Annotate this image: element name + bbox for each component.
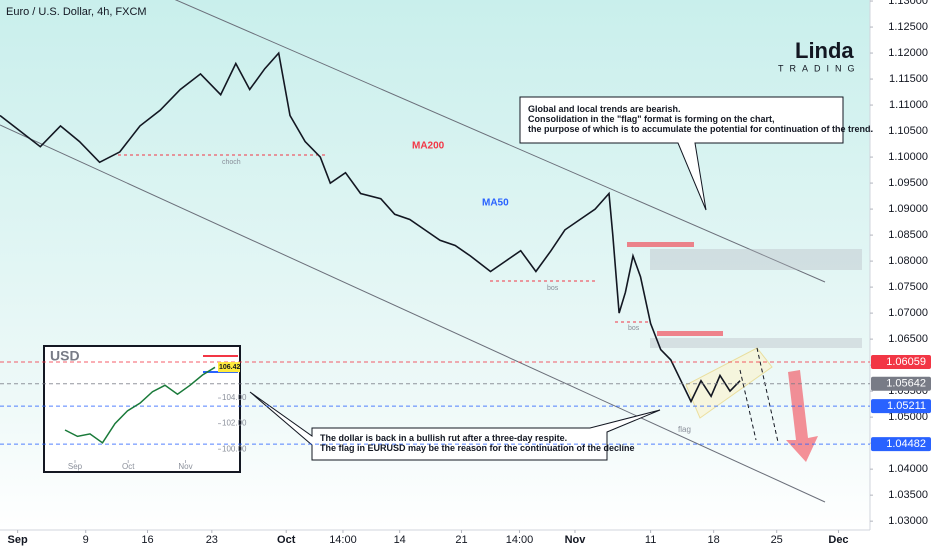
zone: [627, 242, 694, 247]
x-tick-label: Dec: [828, 534, 848, 546]
price-tag-label: 1.05211: [887, 400, 926, 412]
y-tick-label: 104.00: [222, 393, 247, 402]
price-axis: [870, 0, 932, 550]
y-tick-label: 1.03500: [888, 489, 928, 501]
y-tick-label: 1.10500: [888, 125, 928, 137]
x-tick-label: Sep: [68, 462, 83, 471]
x-tick-label: 18: [708, 534, 720, 546]
x-tick-label: 14:00: [506, 534, 534, 546]
price-tag: [871, 355, 931, 370]
logo: TRADING: [778, 63, 861, 73]
price-tag-label: 106.42: [219, 364, 241, 371]
y-tick-label: 1.12000: [888, 47, 928, 59]
x-tick-label: 21: [455, 534, 467, 546]
price-line: [0, 51, 741, 404]
annotation: MA50: [482, 198, 509, 209]
projection: [739, 347, 779, 443]
y-tick-label: 1.12500: [888, 21, 928, 33]
inset-title: USD: [50, 348, 80, 364]
chart-title: Euro / U.S. Dollar, 4h, FXCM: [6, 6, 147, 18]
zone: [650, 338, 862, 348]
y-tick-label: 1.10000: [888, 151, 928, 163]
y-tick-label: 1.09500: [888, 177, 928, 189]
price-tag: [218, 362, 240, 373]
callout-text: Consolidation in the "flag" format is fo…: [528, 114, 775, 124]
logo: Linda: [795, 38, 854, 63]
x-tick-label: 23: [206, 534, 218, 546]
y-tick-label: 102.00: [222, 419, 247, 428]
x-tick-label: 11: [645, 534, 656, 546]
x-tick-label: Oct: [122, 462, 135, 471]
y-tick-label: 1.09000: [888, 203, 928, 215]
x-tick-label: 14: [394, 534, 406, 546]
y-tick-label: 1.13000: [888, 0, 928, 7]
y-tick-label: 1.08000: [888, 255, 928, 267]
x-tick-label: Sep: [8, 534, 28, 546]
price-tag-label: 1.05642: [886, 378, 926, 390]
annotation: bos: [547, 285, 559, 292]
x-tick-label: Oct: [277, 534, 296, 546]
callout-text: The flag in EURUSD may be the reason for…: [320, 443, 635, 453]
y-tick-label: 1.07000: [888, 307, 928, 319]
x-tick-label: Nov: [565, 534, 587, 546]
price-tag-label: 1.06059: [886, 356, 926, 368]
arrow: [786, 370, 818, 462]
callout: [519, 96, 844, 211]
channel-upper: [174, 0, 826, 283]
callout-text: the purpose of which is to accumulate th…: [528, 124, 873, 134]
y-tick-label: 1.11500: [889, 73, 928, 85]
callout-text: The dollar is back in a bullish rut afte…: [320, 433, 567, 443]
callout-text: Global and local trends are bearish.: [528, 104, 681, 114]
time-axis: [0, 530, 870, 550]
flag: [685, 347, 773, 419]
callout: [249, 391, 661, 461]
y-tick-label: 100.00: [222, 444, 247, 453]
price-tag: [871, 437, 931, 452]
price-tag: [871, 399, 931, 414]
annotation: bos: [628, 325, 640, 332]
zone: [650, 249, 862, 270]
x-tick-label: Nov: [178, 462, 192, 471]
price-tag-label: 1.04482: [886, 438, 926, 450]
x-tick-label: 14:00: [329, 534, 357, 546]
annotation: flag: [678, 425, 691, 434]
y-tick-label: 1.04000: [888, 463, 928, 475]
x-tick-label: 25: [771, 534, 783, 546]
annotation: choch: [222, 159, 241, 166]
y-tick-label: 1.07500: [888, 281, 928, 293]
y-tick-label: 1.05000: [888, 411, 928, 423]
y-tick-label: 1.03000: [888, 515, 928, 527]
annotation: MA200: [412, 141, 445, 152]
x-tick-label: 9: [83, 534, 89, 546]
y-tick-label: 1.08500: [888, 229, 928, 241]
x-tick-label: 16: [141, 534, 153, 546]
price-line: [64, 366, 216, 444]
zone: [657, 331, 723, 336]
y-tick-label: 1.11000: [889, 99, 928, 111]
price-tag: [871, 376, 931, 391]
channel-lower: [0, 124, 826, 503]
y-tick-label: 1.06500: [888, 333, 928, 345]
inset: [43, 345, 241, 473]
